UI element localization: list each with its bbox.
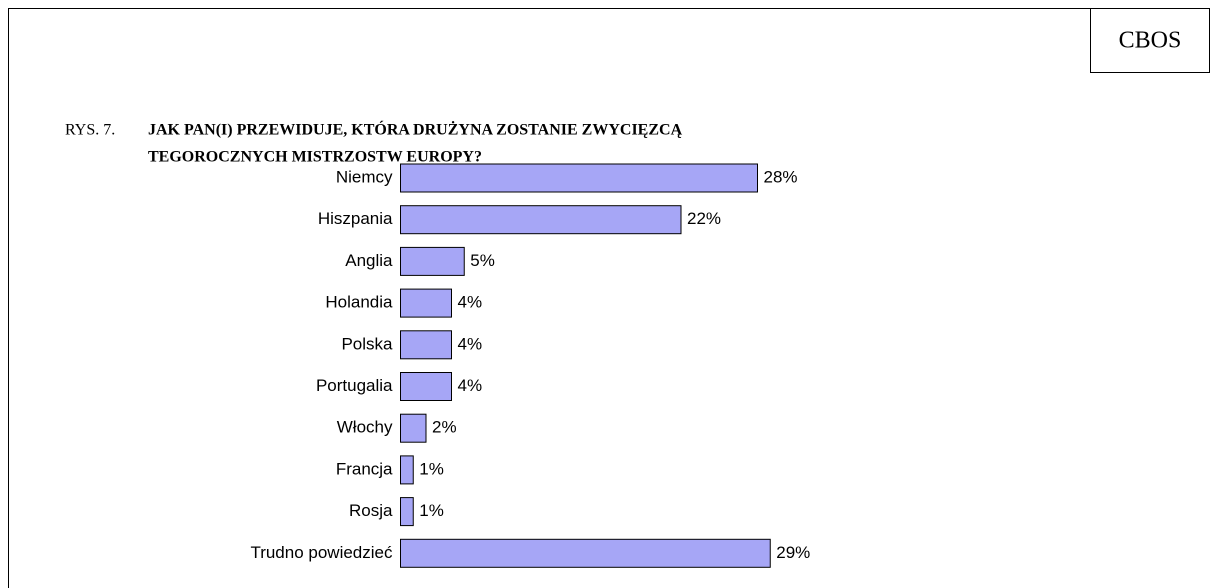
category-label: Włochy (337, 418, 393, 437)
category-label: Anglia (345, 251, 393, 270)
value-label: 1% (419, 459, 444, 478)
figure-label: RYS. 7. (65, 122, 115, 139)
bar (400, 205, 682, 235)
value-label: 1% (419, 501, 444, 520)
bar (400, 538, 771, 568)
category-label: Hiszpania (318, 209, 393, 228)
category-label: Holandia (325, 293, 393, 312)
category-label: Francja (336, 459, 393, 478)
bar (400, 246, 465, 276)
frame (8, 8, 1210, 588)
category-label: Niemcy (336, 167, 393, 186)
value-label: 4% (458, 293, 483, 312)
value-label: 4% (458, 376, 483, 395)
value-label: 2% (432, 418, 457, 437)
value-label: 22% (687, 209, 721, 228)
category-label: Trudno powiedzieć (250, 543, 393, 562)
bar (400, 288, 452, 318)
bar (400, 163, 758, 193)
value-label: 5% (470, 251, 495, 270)
bar (400, 413, 427, 443)
bar (400, 330, 452, 360)
category-label: Rosja (349, 501, 393, 520)
value-label: 29% (776, 543, 810, 562)
bar (400, 372, 452, 401)
category-label: Polska (341, 334, 393, 353)
source: CBOS (1119, 28, 1182, 54)
source-box (1090, 8, 1210, 73)
title: JAK PAN(I) PRZEWIDUJE, KTÓRA DRUŻYNA ZOS… (148, 120, 683, 139)
value-label: 28% (764, 167, 798, 186)
bar (400, 497, 414, 527)
value-label: 4% (458, 334, 483, 353)
title: TEGOROCZNYCH MISTRZOSTW EUROPY? (148, 149, 482, 166)
category-label: Portugalia (316, 376, 393, 395)
bar (400, 455, 414, 485)
